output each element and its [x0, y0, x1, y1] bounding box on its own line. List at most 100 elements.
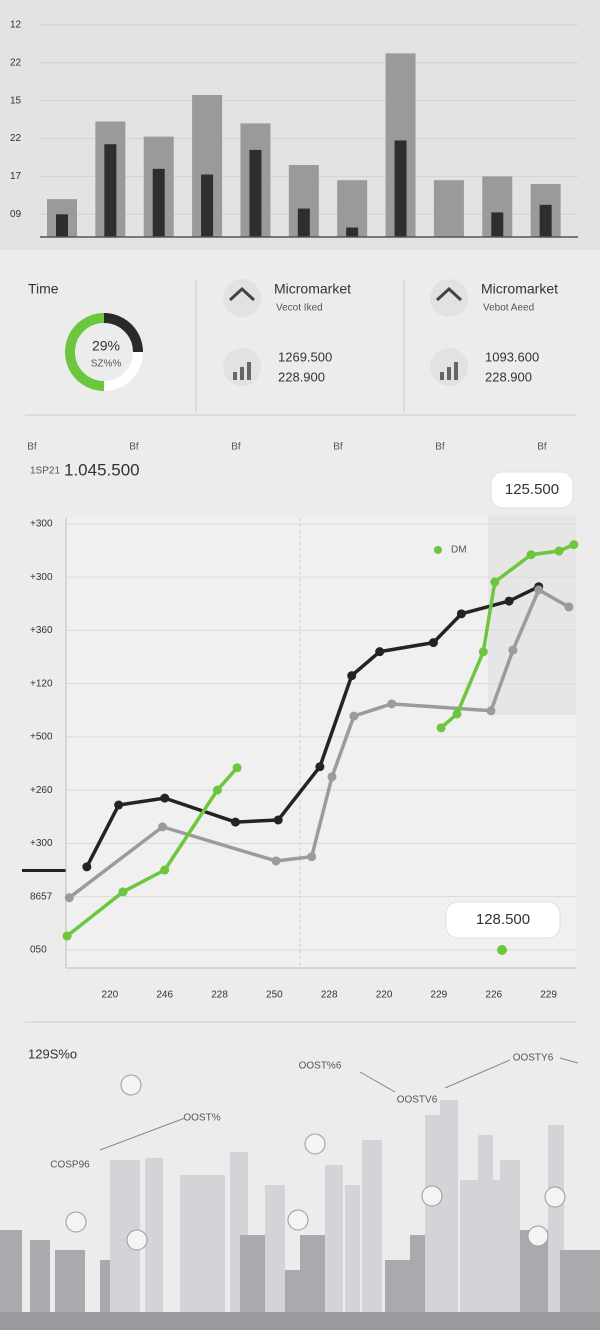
- y-tick-label: 15: [10, 95, 22, 106]
- header-total: 1.045.500: [64, 460, 140, 479]
- building: [500, 1160, 520, 1330]
- connector: [444, 1059, 511, 1089]
- x-tick-label: 228: [211, 990, 228, 1001]
- card-icon-glyph: [247, 362, 251, 380]
- legend-swatch: [434, 546, 442, 554]
- bar: [152, 168, 165, 237]
- point: [554, 546, 564, 556]
- connector: [359, 1071, 396, 1093]
- callout: [445, 901, 561, 939]
- point: [271, 856, 281, 866]
- coin-icon: [120, 1074, 142, 1096]
- point: [375, 647, 385, 657]
- marker-line: [22, 869, 84, 872]
- building: [478, 1135, 493, 1330]
- bar: [491, 212, 504, 237]
- header-icon: Bf: [231, 442, 241, 453]
- donut-sub: SZ%%: [91, 359, 122, 370]
- city-label: OOSTY6: [513, 1053, 554, 1064]
- building: [345, 1185, 360, 1330]
- point: [349, 711, 359, 721]
- point: [212, 785, 222, 795]
- point: [82, 862, 92, 872]
- bar: [346, 227, 359, 237]
- card-icon-glyph: [435, 286, 463, 302]
- coin-icon: [287, 1209, 309, 1231]
- donut-arc: [65, 313, 105, 391]
- point: [428, 638, 438, 648]
- point: [564, 602, 574, 612]
- point: [526, 550, 536, 560]
- section-title: 129S%o: [28, 1046, 77, 1061]
- card-icon-glyph: [240, 367, 244, 380]
- card-value: 228.900: [278, 369, 325, 384]
- card-value: 228.900: [485, 369, 532, 384]
- card-title: Micromarket: [481, 281, 558, 297]
- card-icon-glyph: [440, 372, 444, 380]
- point: [118, 887, 128, 897]
- y-tick-label: +120: [30, 678, 53, 689]
- point: [114, 800, 124, 810]
- point: [315, 762, 325, 772]
- header-icon: Bf: [537, 442, 547, 453]
- point: [307, 852, 317, 862]
- card-icon-glyph: [228, 286, 256, 302]
- y-tick-label: 12: [10, 20, 22, 31]
- card-icon-glyph: [454, 362, 458, 380]
- y-tick-label: +500: [30, 732, 53, 743]
- header-icon: Bf: [333, 442, 343, 453]
- header-icon: Bf: [129, 442, 139, 453]
- point: [452, 709, 462, 719]
- y-tick-label: 17: [10, 171, 22, 182]
- bar: [394, 140, 407, 237]
- bar: [433, 180, 464, 237]
- card-title: Time: [28, 281, 59, 297]
- y-tick-label: 22: [10, 57, 22, 68]
- bar: [201, 174, 214, 237]
- coin-icon: [304, 1133, 326, 1155]
- card-icon-glyph: [233, 372, 237, 380]
- point: [347, 671, 357, 681]
- callout-dot: [497, 945, 507, 955]
- coin-icon: [527, 1225, 549, 1247]
- ground: [0, 1312, 600, 1330]
- x-tick-label: 220: [102, 990, 119, 1001]
- coin-icon: [65, 1211, 87, 1233]
- coin-icon: [126, 1229, 148, 1251]
- building: [145, 1158, 163, 1330]
- point: [436, 723, 446, 733]
- card-icon: [223, 279, 261, 317]
- connector: [559, 1057, 579, 1064]
- connector: [99, 1117, 186, 1151]
- x-tick-label: 250: [266, 990, 283, 1001]
- donut-value: 29%: [92, 338, 120, 354]
- x-tick-label: 229: [431, 990, 448, 1001]
- y-tick-label: 8657: [30, 891, 53, 902]
- city-label: OOST%: [183, 1113, 220, 1124]
- legend-label: DM: [451, 545, 467, 556]
- bar: [539, 204, 552, 237]
- header-icon: Bf: [435, 442, 445, 453]
- y-tick-label: 22: [10, 133, 22, 144]
- header-label: 1SP21: [30, 466, 60, 477]
- coin-icon: [544, 1186, 566, 1208]
- city-label: COSP96: [50, 1160, 90, 1171]
- header-icon: Bf: [27, 442, 37, 453]
- x-tick-label: 220: [376, 990, 393, 1001]
- bar: [297, 208, 310, 237]
- y-tick-label: 09: [10, 209, 22, 220]
- y-tick-label: +260: [30, 785, 53, 796]
- card-value: 1269.500: [278, 349, 332, 364]
- point: [387, 699, 397, 709]
- card-icon: [430, 279, 468, 317]
- point: [327, 772, 337, 782]
- card-sub: Vebot Aeed: [483, 303, 534, 314]
- card-value: 1093.600: [485, 349, 539, 364]
- donut: [65, 313, 143, 391]
- city-label: OOST%6: [299, 1061, 342, 1072]
- point: [158, 822, 168, 832]
- point: [534, 585, 544, 595]
- coin-icon: [421, 1185, 443, 1207]
- skyline: [0, 1074, 600, 1330]
- y-tick-label: +300: [30, 572, 53, 583]
